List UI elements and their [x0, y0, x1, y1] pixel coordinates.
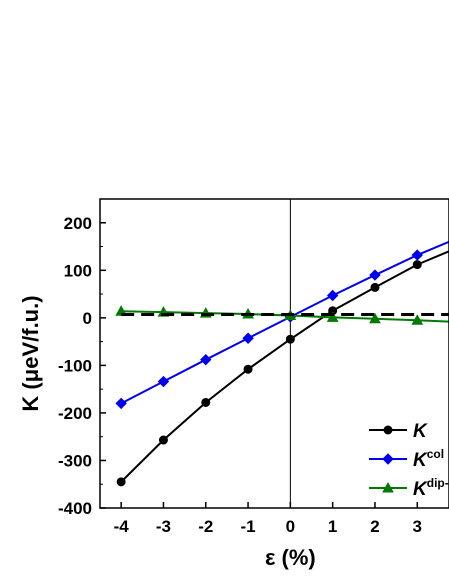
legend-marker — [383, 425, 393, 435]
y-tick-label: -400 — [58, 499, 92, 518]
legend-label-superscript: col — [427, 447, 444, 461]
data-point — [243, 364, 253, 374]
data-point — [411, 249, 423, 261]
y-tick-label: -200 — [58, 404, 92, 423]
y-tick-label: -100 — [58, 356, 92, 375]
data-point — [200, 353, 212, 366]
x-tick-label: 1 — [328, 517, 337, 536]
data-point — [369, 312, 381, 324]
legend-marker — [382, 453, 394, 465]
series-line — [120, 240, 449, 405]
data-point — [326, 289, 339, 302]
x-tick-label: -4 — [114, 517, 130, 536]
legend-item: K — [369, 421, 428, 442]
legend-label: Kcol — [413, 447, 444, 471]
x-tick-label: -2 — [198, 517, 213, 536]
legend-label: K — [413, 421, 428, 442]
legend-label-base: K — [413, 479, 428, 500]
legend-marker — [382, 481, 394, 493]
x-tick-label: -1 — [240, 517, 255, 536]
data-point — [285, 334, 295, 344]
series-line — [120, 250, 449, 483]
x-tick-label: 0 — [286, 517, 295, 536]
data-point — [369, 269, 381, 281]
legend-label-superscript: dip- — [427, 476, 449, 490]
data-point — [412, 260, 422, 270]
legend-item: Kdip- — [369, 476, 449, 500]
x-tick-label: -3 — [156, 517, 171, 536]
legend-item: Kcol — [369, 447, 444, 471]
legend-label-base: K — [413, 421, 428, 442]
y-tick-label: 200 — [64, 214, 92, 233]
series-kcol — [115, 240, 449, 410]
y-tick-label: 0 — [83, 309, 92, 328]
y-tick-label: 100 — [64, 261, 92, 280]
data-point — [115, 397, 127, 410]
data-point — [370, 282, 380, 292]
x-tick-label: 2 — [370, 517, 379, 536]
x-tick-label: 3 — [413, 517, 422, 536]
series-k — [116, 250, 449, 487]
y-tick-label: -300 — [58, 451, 92, 470]
legend-label: Kdip- — [413, 476, 449, 500]
data-point — [158, 435, 168, 445]
plot-frame — [99, 198, 449, 509]
data-point — [157, 375, 170, 388]
data-point — [116, 477, 126, 487]
data-point — [411, 314, 424, 325]
legend-label-base: K — [413, 450, 428, 471]
data-point — [326, 311, 339, 322]
data-point — [242, 332, 254, 344]
x-axis-label: ε (%) — [265, 545, 316, 570]
y-axis-label: K (μeV/f.u.) — [18, 295, 43, 411]
data-point — [201, 397, 211, 407]
